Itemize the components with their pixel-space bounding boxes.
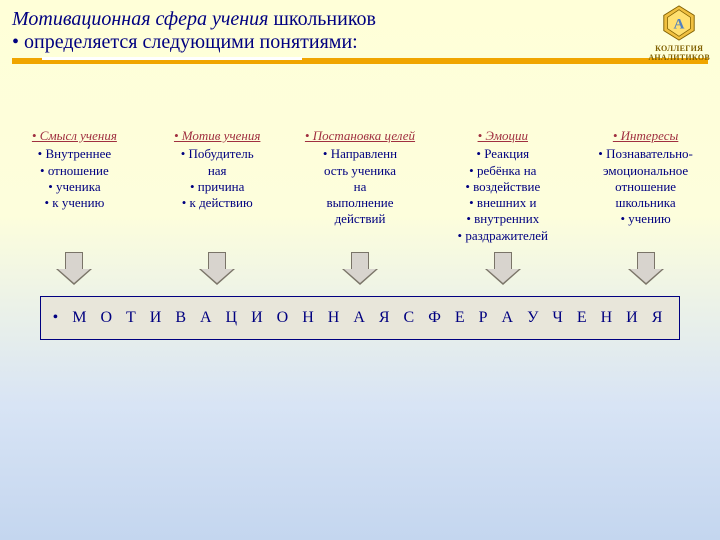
title-plain: школьников: [268, 8, 376, 30]
svg-text:A: A: [674, 16, 685, 33]
logo-icon: A: [660, 4, 698, 42]
col-body: • Реакция • ребёнка на • воздействие • в…: [432, 146, 573, 244]
col-line: действий: [290, 211, 431, 227]
col-line: • внутренних: [432, 211, 573, 227]
arrow-down-icon: [482, 250, 524, 288]
arrow-down-icon: [53, 250, 95, 288]
col-line: эмоциональное: [575, 163, 716, 179]
col-line: • раздражителей: [432, 228, 573, 244]
col-line: выполнение: [290, 195, 431, 211]
col-line: • причина: [147, 179, 288, 195]
col-body: • Познавательно- эмоциональное отношение…: [575, 146, 716, 227]
col-line: • внешних и: [432, 195, 573, 211]
col-line: • Познавательно-: [575, 146, 716, 162]
arrow-cell: [575, 250, 716, 288]
arrow-row: [0, 244, 720, 288]
col-title: • Мотив учения: [147, 128, 288, 144]
arrow-down-icon: [625, 250, 667, 288]
col-line: ная: [147, 163, 288, 179]
col-interests: • Интересы • Познавательно- эмоционально…: [575, 128, 716, 244]
header: Мотивационная сфера учения школьников • …: [0, 0, 720, 68]
col-title: • Смысл учения: [4, 128, 145, 144]
col-line: • воздействие: [432, 179, 573, 195]
concept-columns: • Смысл учения • Внутреннее • отношение …: [0, 68, 720, 244]
summary-box: • М О Т И В А Ц И О Н Н А Я С Ф Е Р А У …: [40, 296, 680, 340]
col-title: • Интересы: [575, 128, 716, 144]
col-goals: • Постановка целей • Направленн ость уче…: [290, 128, 431, 244]
arrow-cell: [290, 250, 431, 288]
col-body: • Побудитель ная • причина • к действию: [147, 146, 288, 211]
col-line: • ребёнка на: [432, 163, 573, 179]
title-line2: • определяется следующими понятиями:: [12, 31, 708, 54]
col-line: на: [290, 179, 431, 195]
col-line: • Направленн: [290, 146, 431, 162]
col-line: отношение: [575, 179, 716, 195]
col-line: • Внутреннее: [4, 146, 145, 162]
col-title: • Эмоции: [432, 128, 573, 144]
col-line: • Побудитель: [147, 146, 288, 162]
arrow-cell: [4, 250, 145, 288]
logo-text-line1: КОЛЛЕГИЯ: [648, 44, 710, 53]
divider: [12, 58, 708, 64]
col-meaning: • Смысл учения • Внутреннее • отношение …: [4, 128, 145, 244]
title-italic: Мотивационная сфера учения: [12, 8, 268, 30]
title-line1: Мотивационная сфера учения школьников: [12, 8, 708, 31]
col-line: ость ученика: [290, 163, 431, 179]
arrow-cell: [147, 250, 288, 288]
col-body: • Внутреннее • отношение • ученика • к у…: [4, 146, 145, 211]
col-line: • ученика: [4, 179, 145, 195]
arrow-cell: [432, 250, 573, 288]
col-motive: • Мотив учения • Побудитель ная • причин…: [147, 128, 288, 244]
logo-text-line2: АНАЛИТИКОВ: [648, 53, 710, 62]
col-line: • Реакция: [432, 146, 573, 162]
col-title: • Постановка целей: [290, 128, 431, 144]
col-line: • учению: [575, 211, 716, 227]
col-body: • Направленн ость ученика на выполнение …: [290, 146, 431, 227]
col-line: • к действию: [147, 195, 288, 211]
col-line: школьника: [575, 195, 716, 211]
col-emotions: • Эмоции • Реакция • ребёнка на • воздей…: [432, 128, 573, 244]
col-line: • к учению: [4, 195, 145, 211]
arrow-down-icon: [196, 250, 238, 288]
col-line: • отношение: [4, 163, 145, 179]
logo: A КОЛЛЕГИЯ АНАЛИТИКОВ: [648, 4, 710, 62]
arrow-down-icon: [339, 250, 381, 288]
